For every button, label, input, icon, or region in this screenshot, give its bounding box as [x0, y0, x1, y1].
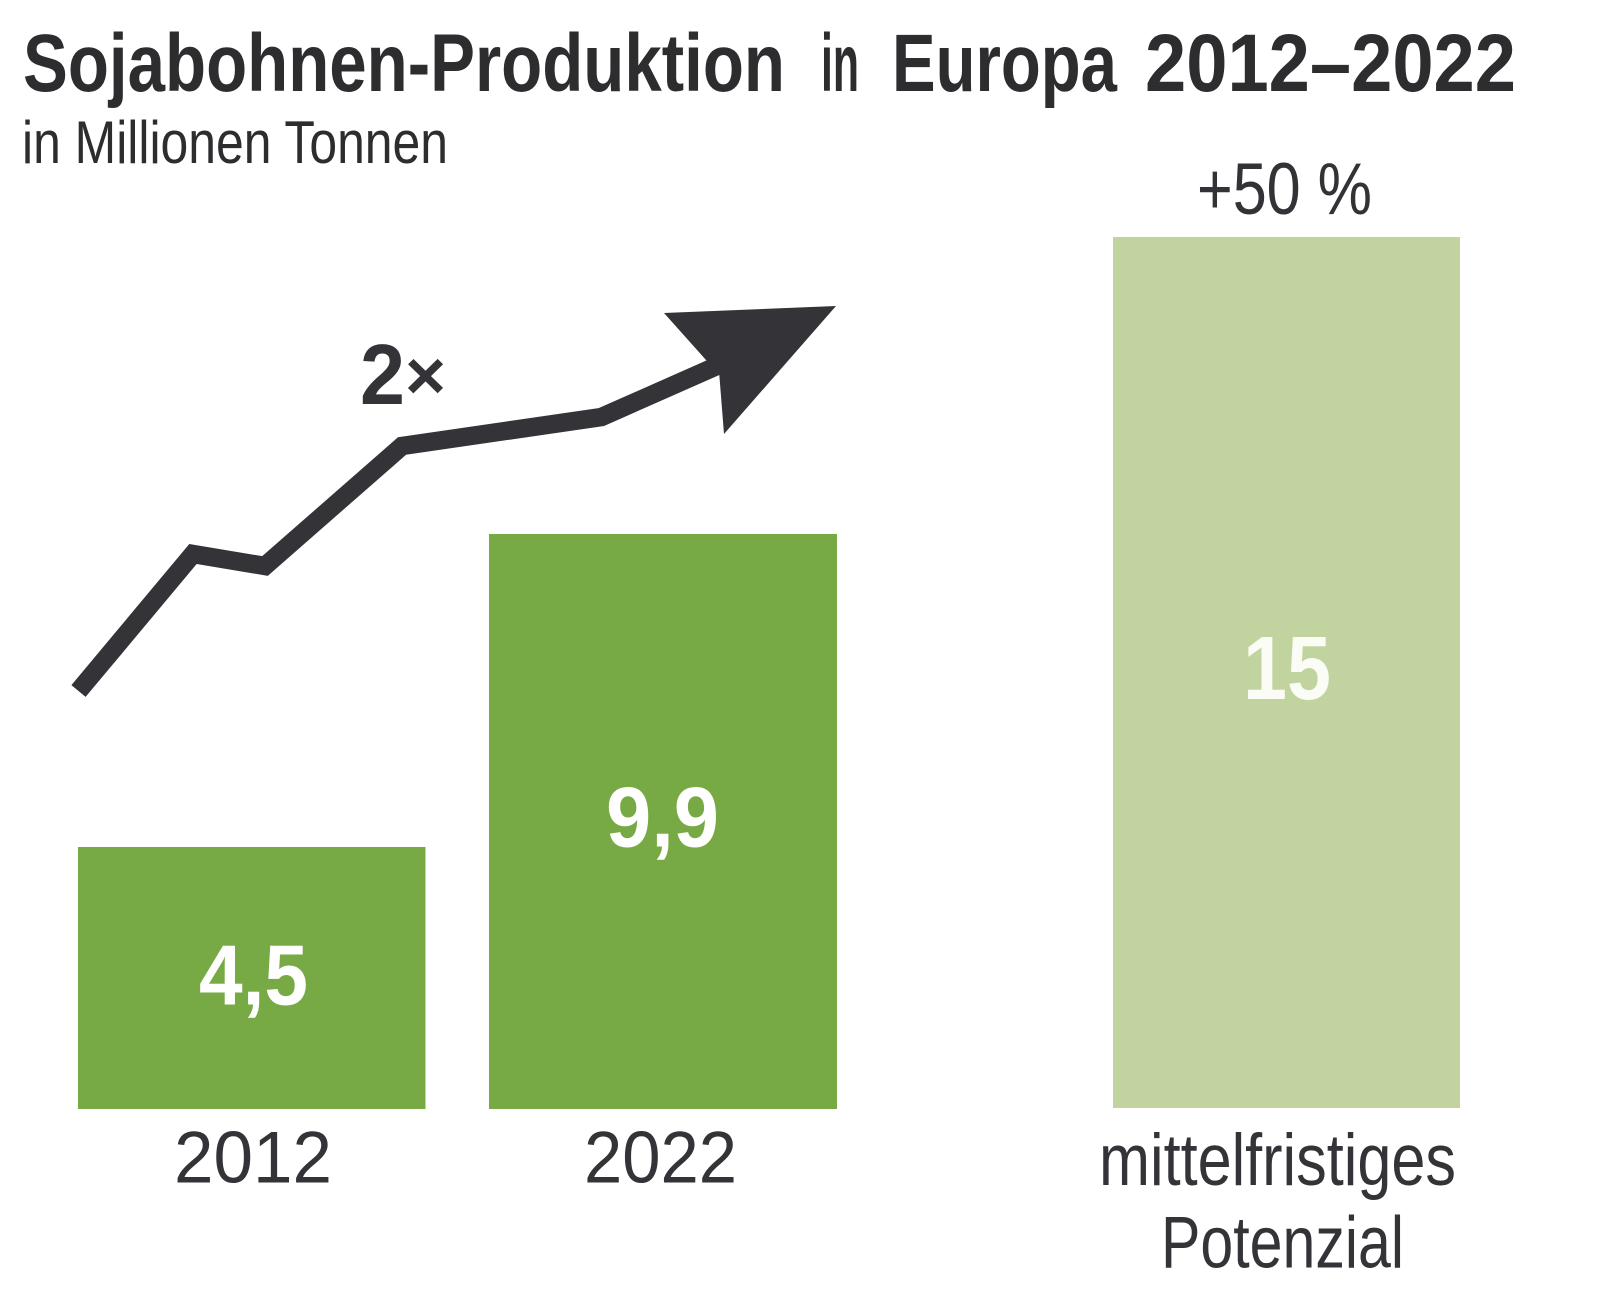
svg-text:2012–2022: 2012–2022	[1145, 18, 1516, 109]
svg-text:15: 15	[1243, 619, 1331, 719]
svg-text:Sojabohnen-Produktion: Sojabohnen-Produktion	[23, 18, 785, 109]
svg-text:in: in	[821, 18, 859, 109]
svg-text:Europa: Europa	[892, 18, 1118, 109]
svg-text:2: 2	[360, 328, 405, 423]
svg-text:2012: 2012	[174, 1118, 332, 1199]
svg-text:+50 %: +50 %	[1197, 149, 1372, 230]
svg-text:4,5: 4,5	[199, 929, 308, 1024]
svg-text:2022: 2022	[584, 1118, 737, 1199]
svg-text:Potenzial: Potenzial	[1161, 1203, 1404, 1284]
svg-text:×: ×	[405, 337, 446, 414]
svg-text:mittelfristiges: mittelfristiges	[1099, 1120, 1456, 1201]
svg-text:in Millionen Tonnen: in Millionen Tonnen	[22, 109, 448, 176]
svg-text:9,9: 9,9	[606, 771, 719, 866]
